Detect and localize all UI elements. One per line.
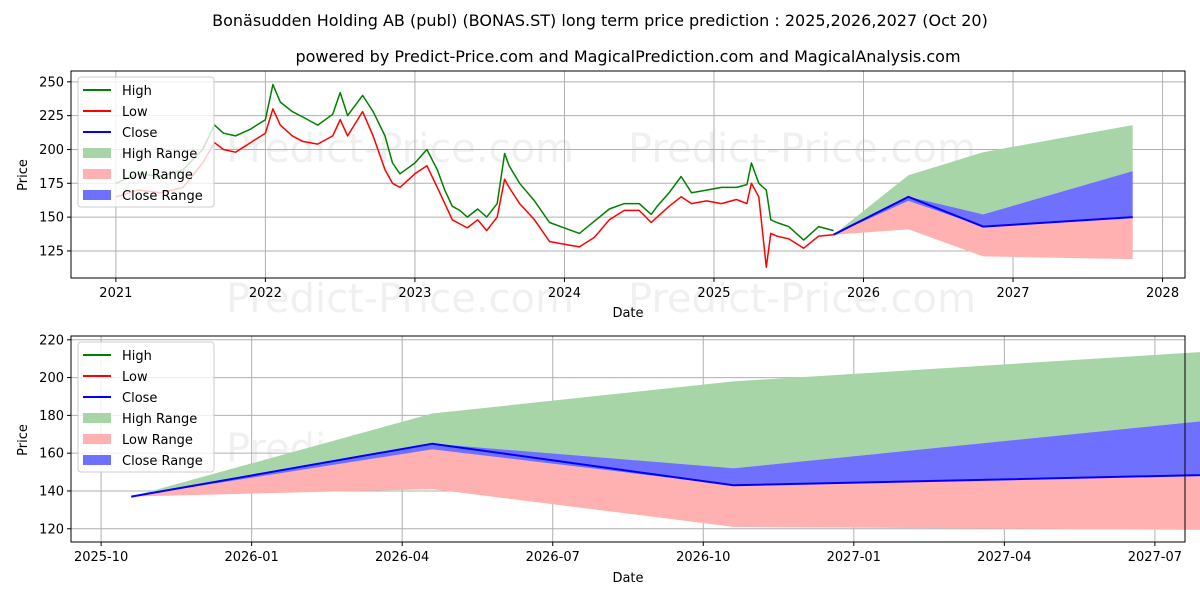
p1-legend-close-range-label: Close Range — [122, 189, 203, 204]
p2-x-tick-label: 2026-01 — [224, 550, 278, 565]
p2-y-tick-label: 220 — [39, 333, 64, 348]
p1-high-line — [115, 83, 834, 241]
p2-low-range-band — [131, 449, 1200, 530]
p1-low-range-band — [833, 200, 1133, 260]
bottom-axes-frame — [70, 335, 1186, 543]
p2-legend-high-label: High — [122, 349, 152, 364]
p2-legend-low-range-swatch — [83, 434, 111, 444]
p1-legend-low-range-label: Low Range — [122, 168, 193, 183]
p1-x-tick-label: 2022 — [249, 286, 282, 301]
top-watermark-3: Predict-Price.com — [226, 276, 574, 322]
p2-x-tick-label: 2026-07 — [526, 550, 580, 565]
p1-legend-low-label: Low — [122, 105, 148, 120]
p1-close-forecast-line — [833, 195, 1133, 236]
p1-x-tick-label: 2023 — [398, 286, 431, 301]
p1-x-tick-label: 2026 — [847, 286, 880, 301]
chart-title: Bonäsudden Holding AB (publ) (BONAS.ST) … — [212, 11, 988, 30]
top-panel: Predict-Price.com Predict-Price.com Pred… — [16, 70, 1186, 322]
p2-x-tick-label: 2026-10 — [676, 550, 730, 565]
p1-y-tick-label: 175 — [39, 177, 64, 192]
p2-legend-low-range-label: Low Range — [122, 433, 193, 448]
p2-legend-box — [77, 341, 215, 473]
top-legend: High Low Close High Range Low Range Close Ran… — [77, 76, 215, 208]
p1-y-tick-label: 125 — [39, 244, 64, 259]
p1-x-tick-label: 2024 — [548, 286, 581, 301]
p1-x-tick-label: 2028 — [1146, 286, 1179, 301]
p2-x-tick-label: 2027-07 — [1128, 550, 1182, 565]
p2-close-range-band — [131, 421, 1200, 497]
p1-legend-box — [77, 76, 215, 208]
p2-y-tick-label: 160 — [39, 447, 64, 462]
p1-legend-low-range-swatch — [83, 169, 111, 179]
p2-legend-close-range-swatch — [83, 455, 111, 465]
top-x-axis-label: Date — [612, 306, 643, 321]
p2-y-tick-label: 200 — [39, 371, 64, 386]
p1-x-tick-label: 2027 — [996, 286, 1029, 301]
p2-y-tick-label: 180 — [39, 409, 64, 424]
p1-x-tick-label: 2025 — [697, 286, 730, 301]
p1-legend-high-range-swatch — [83, 148, 111, 158]
p2-legend-close-label: Close — [122, 391, 157, 406]
top-y-axis-label: Price — [16, 159, 31, 191]
p1-high-range-band — [833, 125, 1133, 235]
p1-y-tick-label: 250 — [39, 75, 64, 90]
p1-legend-high-range-label: High Range — [122, 147, 197, 162]
p2-x-tick-label: 2027-04 — [977, 550, 1031, 565]
bottom-legend: High Low Close High Range Low Range Close Ran… — [77, 341, 215, 473]
p2-close-forecast-line — [131, 442, 1200, 498]
p1-close-range-band — [833, 171, 1133, 235]
p2-legend-close-range-label: Close Range — [122, 454, 203, 469]
p1-legend-close-range-swatch — [83, 190, 111, 200]
p1-y-tick-label: 200 — [39, 143, 64, 158]
p2-y-tick-label: 120 — [39, 522, 64, 537]
p1-legend-high-label: High — [122, 84, 152, 99]
bottom-x-axis-label: Date — [612, 571, 643, 586]
p2-x-tick-label: 2026-04 — [375, 550, 429, 565]
p1-x-tick-label: 2021 — [99, 286, 132, 301]
bottom-y-axis-label: Price — [16, 424, 31, 456]
p1-legend-close-label: Close — [122, 126, 157, 141]
top-watermark-4: Predict-Price.com — [628, 276, 976, 322]
p2-high-range-band — [131, 352, 1200, 497]
p1-y-tick-label: 150 — [39, 211, 64, 226]
bottom-panel: Predict-Price.com Predict-Price.com 2025… — [16, 333, 1200, 586]
p1-y-tick-label: 225 — [39, 109, 64, 124]
p2-y-tick-label: 140 — [39, 484, 64, 499]
p2-x-tick-label: 2027-01 — [827, 550, 881, 565]
chart-subtitle: powered by Predict-Price.com and Magical… — [295, 47, 960, 66]
p2-legend-high-range-swatch — [83, 413, 111, 423]
top-axes-frame — [70, 70, 1186, 279]
p1-low-line — [115, 108, 834, 268]
p2-x-tick-label: 2025-10 — [74, 550, 128, 565]
p2-legend-low-label: Low — [122, 370, 148, 385]
p2-legend-high-range-label: High Range — [122, 412, 197, 427]
